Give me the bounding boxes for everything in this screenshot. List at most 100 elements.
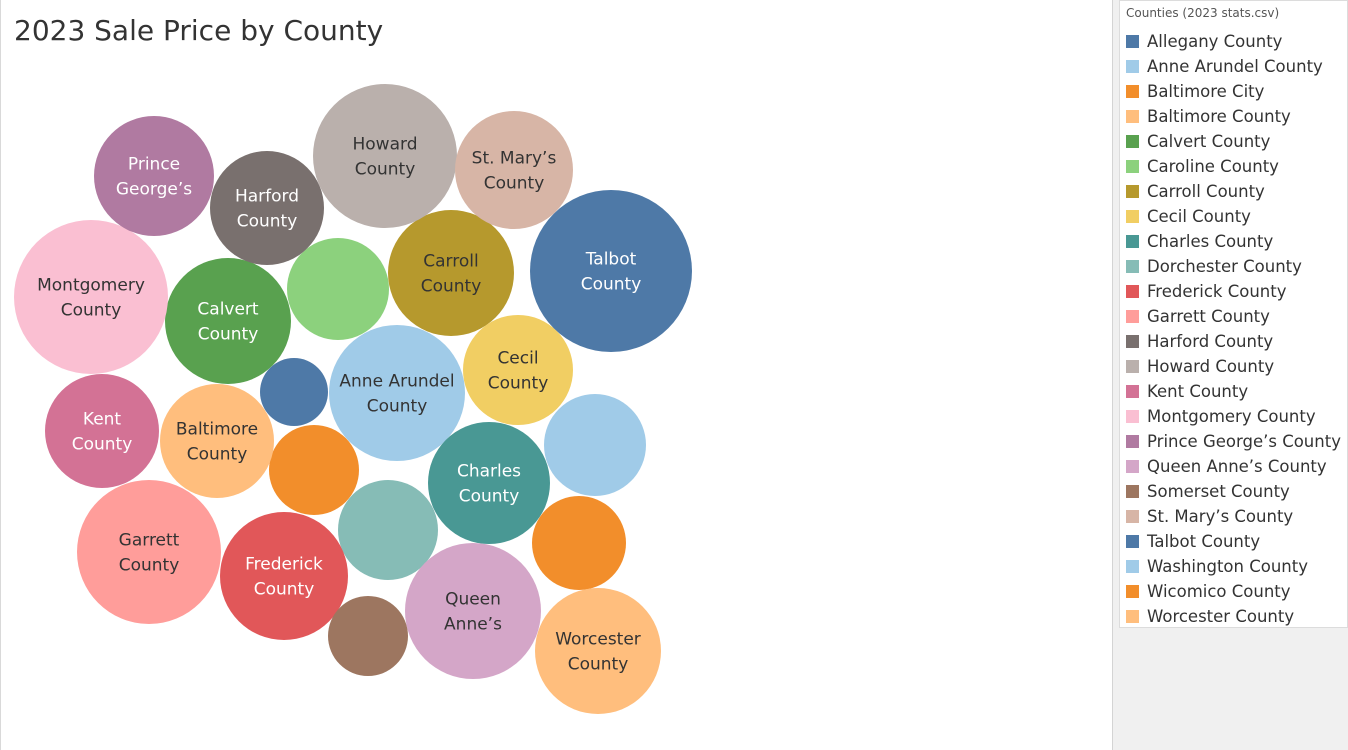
bubble-label: Prince George’s bbox=[116, 155, 192, 200]
bubble[interactable] bbox=[269, 425, 359, 515]
legend-swatch bbox=[1126, 260, 1139, 273]
legend-swatch bbox=[1126, 85, 1139, 98]
legend-swatch bbox=[1126, 210, 1139, 223]
bubble-label: Talbot County bbox=[581, 250, 642, 295]
legend-swatch bbox=[1126, 185, 1139, 198]
legend-title: Counties (2023 stats.csv) bbox=[1126, 6, 1280, 20]
bubble-label: Cecil County bbox=[488, 349, 549, 394]
legend-swatch bbox=[1126, 485, 1139, 498]
legend-swatch bbox=[1126, 360, 1139, 373]
legend-item[interactable]: Baltimore City bbox=[1120, 79, 1341, 104]
legend-label: Caroline County bbox=[1147, 157, 1279, 176]
bubble[interactable] bbox=[338, 480, 438, 580]
bubble[interactable] bbox=[220, 512, 348, 640]
bubble[interactable] bbox=[313, 84, 457, 228]
bubble[interactable] bbox=[328, 596, 408, 676]
bubble[interactable] bbox=[260, 358, 328, 426]
legend-item[interactable]: Talbot County bbox=[1120, 529, 1341, 554]
legend-swatch bbox=[1126, 385, 1139, 398]
legend-label: Cecil County bbox=[1147, 207, 1251, 226]
legend-item[interactable]: Queen Anne’s County bbox=[1120, 454, 1341, 479]
legend-item[interactable]: Howard County bbox=[1120, 354, 1341, 379]
legend-label: Montgomery County bbox=[1147, 407, 1316, 426]
bubble[interactable] bbox=[329, 325, 465, 461]
bubble[interactable] bbox=[544, 394, 646, 496]
legend-label: Kent County bbox=[1147, 382, 1249, 401]
bubble[interactable] bbox=[455, 111, 573, 229]
legend-swatch bbox=[1126, 285, 1139, 298]
bubble[interactable] bbox=[405, 543, 541, 679]
bubble-label: Howard County bbox=[353, 135, 418, 180]
legend-label: Frederick County bbox=[1147, 282, 1287, 301]
bubble-label: Carroll County bbox=[421, 252, 482, 297]
bubble[interactable] bbox=[94, 116, 214, 236]
legend-label: Baltimore City bbox=[1147, 82, 1265, 101]
bubble-label: Queen Anne’s bbox=[444, 590, 502, 635]
legend-label: Wicomico County bbox=[1147, 582, 1291, 601]
bubble[interactable] bbox=[14, 220, 168, 374]
legend-item[interactable]: Frederick County bbox=[1120, 279, 1341, 304]
legend-item[interactable]: Montgomery County bbox=[1120, 404, 1341, 429]
bubble-chart: Anne Arundel County Baltimore County Calvert… bbox=[14, 84, 692, 714]
legend-label: Anne Arundel County bbox=[1147, 57, 1323, 76]
bubble[interactable] bbox=[428, 422, 550, 544]
legend-label: St. Mary’s County bbox=[1147, 507, 1294, 526]
legend-label: Charles County bbox=[1147, 232, 1274, 251]
legend-label: Garrett County bbox=[1147, 307, 1270, 326]
legend-item[interactable]: Calvert County bbox=[1120, 129, 1341, 154]
legend-item[interactable]: Kent County bbox=[1120, 379, 1341, 404]
legend-item[interactable]: Worcester County bbox=[1120, 604, 1341, 629]
bubble[interactable] bbox=[530, 190, 692, 352]
legend-item[interactable]: Wicomico County bbox=[1120, 579, 1341, 604]
legend-label: Carroll County bbox=[1147, 182, 1265, 201]
bubble[interactable] bbox=[210, 151, 324, 265]
legend-item[interactable]: Garrett County bbox=[1120, 304, 1341, 329]
bubble[interactable] bbox=[535, 588, 661, 714]
legend-item[interactable]: Somerset County bbox=[1120, 479, 1341, 504]
legend-item[interactable]: Prince George’s County bbox=[1120, 429, 1341, 454]
legend-swatch bbox=[1126, 460, 1139, 473]
legend-label: Somerset County bbox=[1147, 482, 1290, 501]
bubble-label: Calvert County bbox=[197, 300, 259, 345]
bubble-label: Anne Arundel County bbox=[339, 372, 454, 417]
legend-item[interactable]: Cecil County bbox=[1120, 204, 1341, 229]
legend-label: Prince George’s County bbox=[1147, 432, 1341, 451]
bubble[interactable] bbox=[287, 238, 389, 340]
bubble[interactable] bbox=[77, 480, 221, 624]
bubble[interactable] bbox=[165, 258, 291, 384]
legend-swatch bbox=[1126, 560, 1139, 573]
bubble[interactable] bbox=[388, 210, 514, 336]
legend-label: Worcester County bbox=[1147, 607, 1295, 626]
legend-swatch bbox=[1126, 110, 1139, 123]
bubble[interactable] bbox=[532, 496, 626, 590]
legend-item[interactable]: Baltimore County bbox=[1120, 104, 1341, 129]
legend-swatch bbox=[1126, 510, 1139, 523]
chart-area: 2023 Sale Price by County Anne Arundel Co… bbox=[0, 0, 692, 750]
legend-label: Talbot County bbox=[1147, 532, 1261, 551]
legend-label: Harford County bbox=[1147, 332, 1274, 351]
legend-swatch bbox=[1126, 60, 1139, 73]
bubble-label: Worcester County bbox=[555, 630, 641, 675]
legend-list: Allegany County Anne Arundel County Baltim… bbox=[1120, 29, 1341, 629]
legend-swatch bbox=[1126, 135, 1139, 148]
legend-item[interactable]: Carroll County bbox=[1120, 179, 1341, 204]
legend-label: Dorchester County bbox=[1147, 257, 1302, 276]
legend-item[interactable]: Dorchester County bbox=[1120, 254, 1341, 279]
legend-item[interactable]: Harford County bbox=[1120, 329, 1341, 354]
bubble-label: Frederick County bbox=[245, 555, 323, 600]
legend-label: Washington County bbox=[1147, 557, 1308, 576]
bubble[interactable] bbox=[45, 374, 159, 488]
legend-item[interactable]: Allegany County bbox=[1120, 29, 1341, 54]
bubble[interactable] bbox=[160, 384, 274, 498]
legend-label: Howard County bbox=[1147, 357, 1275, 376]
legend-item[interactable]: Caroline County bbox=[1120, 154, 1341, 179]
bubble-label: Charles County bbox=[457, 462, 521, 507]
bubble[interactable] bbox=[463, 315, 573, 425]
legend-item[interactable]: St. Mary’s County bbox=[1120, 504, 1341, 529]
legend-swatch bbox=[1126, 235, 1139, 248]
legend-item[interactable]: Anne Arundel County bbox=[1120, 54, 1341, 79]
legend-item[interactable]: Charles County bbox=[1120, 229, 1341, 254]
legend-label: Baltimore County bbox=[1147, 107, 1291, 126]
legend-item[interactable]: Washington County bbox=[1120, 554, 1341, 579]
side-panel: Counties (2023 stats.csv) Allegany Count… bbox=[1113, 0, 1348, 750]
